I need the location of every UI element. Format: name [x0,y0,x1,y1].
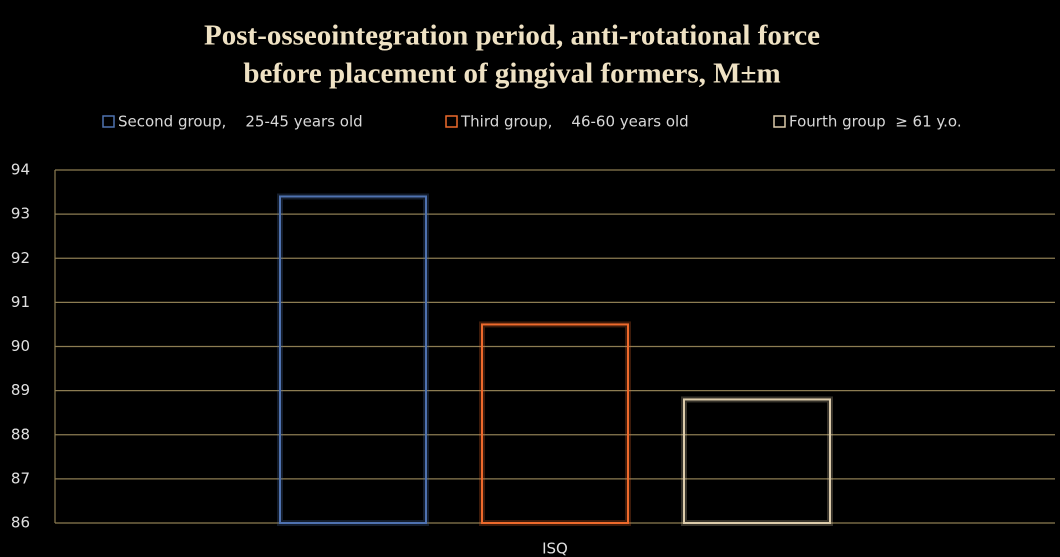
legend-swatch [445,115,458,128]
legend-label: Second group, 25-45 years old [118,113,363,131]
legend-swatch [773,115,786,128]
bar [481,323,629,524]
y-tick-label: 88 [11,425,30,443]
chart-title: Post-osseointegration period, anti-rotat… [204,20,820,52]
y-tick-label: 90 [11,337,30,355]
y-tick-label: 87 [11,469,30,487]
chart-title: before placement of gingival formers, M±… [243,58,780,90]
y-tick-label: 91 [11,293,30,311]
y-tick-label: 93 [11,205,30,223]
y-tick-label: 92 [11,249,30,267]
y-tick-label: 89 [11,381,30,399]
x-tick-label: ISQ [542,540,568,557]
bar [279,195,427,524]
y-tick-label: 86 [11,514,30,532]
bar [683,398,831,525]
legend-swatch [102,115,115,128]
legend-label: Third group, 46-60 years old [460,113,689,131]
legend-label: Fourth group ≥ 61 y.o. [789,113,962,131]
y-tick-label: 94 [11,161,30,179]
